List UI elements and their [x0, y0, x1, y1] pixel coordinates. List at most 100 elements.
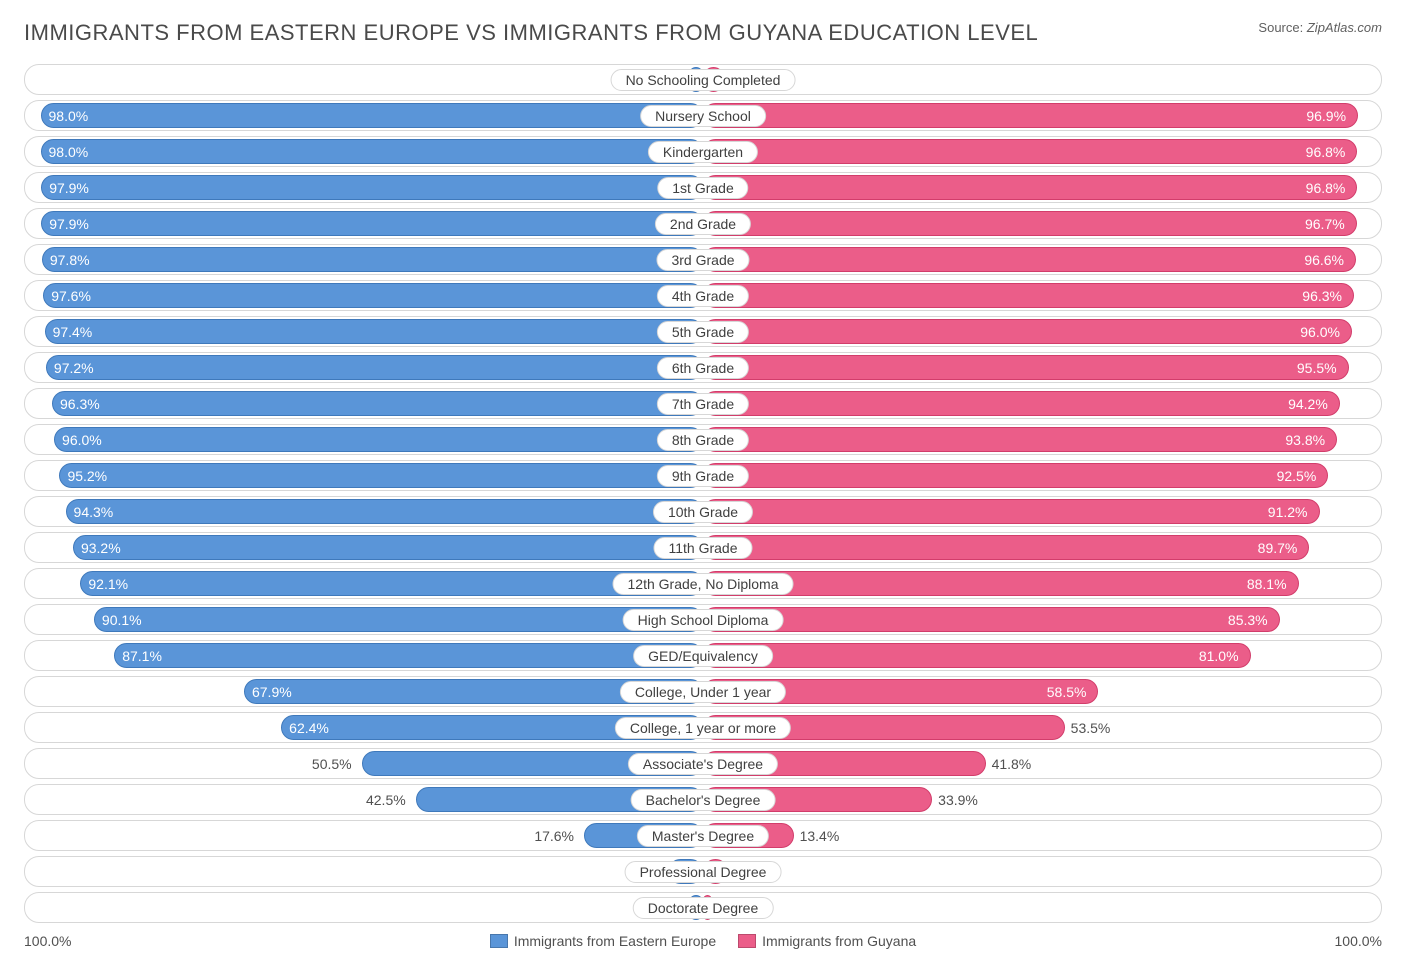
bar-value-left: 97.9%	[49, 180, 89, 196]
bar-left	[45, 319, 703, 344]
bar-right	[703, 139, 1357, 164]
bar-right	[703, 247, 1356, 272]
category-label: 11th Grade	[653, 537, 752, 559]
bar-value-left: 42.5%	[366, 792, 406, 808]
bar-right	[703, 391, 1340, 416]
chart-row: 95.2% 92.5% 9th Grade	[24, 460, 1382, 491]
chart-row: 92.1% 88.1% 12th Grade, No Diploma	[24, 568, 1382, 599]
bar-value-left: 90.1%	[102, 612, 142, 628]
bar-right	[703, 427, 1337, 452]
category-label: Nursery School	[640, 105, 766, 127]
bar-left	[52, 391, 703, 416]
bar-value-right: 81.0%	[1199, 648, 1239, 664]
legend-swatch-left	[490, 934, 508, 948]
bar-value-left: 17.6%	[534, 828, 574, 844]
bar-value-left: 97.8%	[50, 252, 90, 268]
category-label: 12th Grade, No Diploma	[613, 573, 794, 595]
category-label: 4th Grade	[657, 285, 749, 307]
bar-right	[703, 643, 1251, 668]
chart-row: 42.5% 33.9% Bachelor's Degree	[24, 784, 1382, 815]
category-label: 5th Grade	[657, 321, 749, 343]
source-label: Source:	[1258, 20, 1303, 35]
bar-value-right: 96.6%	[1304, 252, 1344, 268]
bar-value-left: 87.1%	[122, 648, 162, 664]
chart-row: 90.1% 85.3% High School Diploma	[24, 604, 1382, 635]
chart-row: 97.4%96.0%5th Grade	[24, 316, 1382, 347]
bar-right	[703, 175, 1357, 200]
chart-container: IMMIGRANTS FROM EASTERN EUROPE VS IMMIGR…	[0, 0, 1406, 975]
chart-row: 98.0%96.9%Nursery School	[24, 100, 1382, 131]
bar-value-right: 85.3%	[1228, 612, 1268, 628]
bar-right	[703, 211, 1357, 236]
bar-value-left: 95.2%	[67, 468, 107, 484]
bar-value-right: 13.4%	[800, 828, 840, 844]
category-label: GED/Equivalency	[633, 645, 773, 667]
bar-right	[703, 463, 1328, 488]
chart-row: 5.2%3.7%Professional Degree	[24, 856, 1382, 887]
bar-value-left: 67.9%	[252, 684, 292, 700]
chart-row: 2.0%3.1%No Schooling Completed	[24, 64, 1382, 95]
bar-left	[114, 643, 703, 668]
legend: Immigrants from Eastern Europe Immigrant…	[490, 933, 916, 949]
category-label: High School Diploma	[623, 609, 784, 631]
legend-item-right: Immigrants from Guyana	[738, 933, 916, 949]
bar-left	[66, 499, 703, 524]
chart-row: 50.5% 41.8% Associate's Degree	[24, 748, 1382, 779]
category-label: 2nd Grade	[655, 213, 751, 235]
bar-value-right: 58.5%	[1047, 684, 1087, 700]
bar-left	[54, 427, 703, 452]
bar-value-right: 41.8%	[992, 756, 1032, 772]
chart-row: 97.9% 96.7% 2nd Grade	[24, 208, 1382, 239]
chart-row: 87.1% 81.0% GED/Equivalency	[24, 640, 1382, 671]
title-row: IMMIGRANTS FROM EASTERN EUROPE VS IMMIGR…	[24, 20, 1382, 46]
bar-value-right: 96.9%	[1306, 108, 1346, 124]
source-attribution: Source: ZipAtlas.com	[1258, 20, 1382, 35]
bar-value-left: 94.3%	[74, 504, 114, 520]
bar-left	[41, 211, 703, 236]
bar-left	[41, 175, 703, 200]
category-label: Bachelor's Degree	[631, 789, 776, 811]
bar-right	[703, 355, 1349, 380]
bar-left	[46, 355, 703, 380]
category-label: 10th Grade	[653, 501, 753, 523]
category-label: Associate's Degree	[628, 753, 778, 775]
bar-left	[43, 283, 703, 308]
axis-left-max: 100.0%	[24, 933, 71, 949]
category-label: 6th Grade	[657, 357, 749, 379]
legend-swatch-right	[738, 934, 756, 948]
category-label: 9th Grade	[657, 465, 749, 487]
source-value: ZipAtlas.com	[1307, 20, 1382, 35]
bar-value-right: 93.8%	[1285, 432, 1325, 448]
bar-value-left: 97.6%	[51, 288, 91, 304]
chart-rows: 2.0%3.1%No Schooling Completed98.0%96.9%…	[24, 64, 1382, 923]
chart-footer: 100.0% Immigrants from Eastern Europe Im…	[24, 933, 1382, 949]
bar-right	[703, 535, 1309, 560]
category-label: 1st Grade	[657, 177, 748, 199]
legend-label-left: Immigrants from Eastern Europe	[514, 933, 716, 949]
bar-right	[703, 499, 1320, 524]
bar-right	[703, 103, 1358, 128]
bar-value-left: 97.2%	[54, 360, 94, 376]
bar-value-left: 62.4%	[289, 720, 329, 736]
chart-row: 97.9% 96.8% 1st Grade	[24, 172, 1382, 203]
bar-value-right: 96.7%	[1305, 216, 1345, 232]
bar-value-right: 96.8%	[1306, 180, 1346, 196]
chart-row: 96.0%93.8%8th Grade	[24, 424, 1382, 455]
bar-value-right: 96.0%	[1300, 324, 1340, 340]
bar-value-right: 96.8%	[1306, 144, 1346, 160]
bar-left	[42, 247, 703, 272]
category-label: 7th Grade	[657, 393, 749, 415]
bar-value-right: 95.5%	[1297, 360, 1337, 376]
bar-value-right: 92.5%	[1277, 468, 1317, 484]
bar-value-left: 92.1%	[88, 576, 128, 592]
chart-row: 96.3%94.2%7th Grade	[24, 388, 1382, 419]
bar-left	[41, 103, 703, 128]
bar-value-right: 88.1%	[1247, 576, 1287, 592]
bar-value-left: 50.5%	[312, 756, 352, 772]
chart-row: 17.6%13.4%Master's Degree	[24, 820, 1382, 851]
bar-value-left: 97.9%	[49, 216, 89, 232]
category-label: 3rd Grade	[656, 249, 749, 271]
bar-value-right: 33.9%	[938, 792, 978, 808]
bar-value-left: 96.3%	[60, 396, 100, 412]
bar-value-left: 93.2%	[81, 540, 121, 556]
